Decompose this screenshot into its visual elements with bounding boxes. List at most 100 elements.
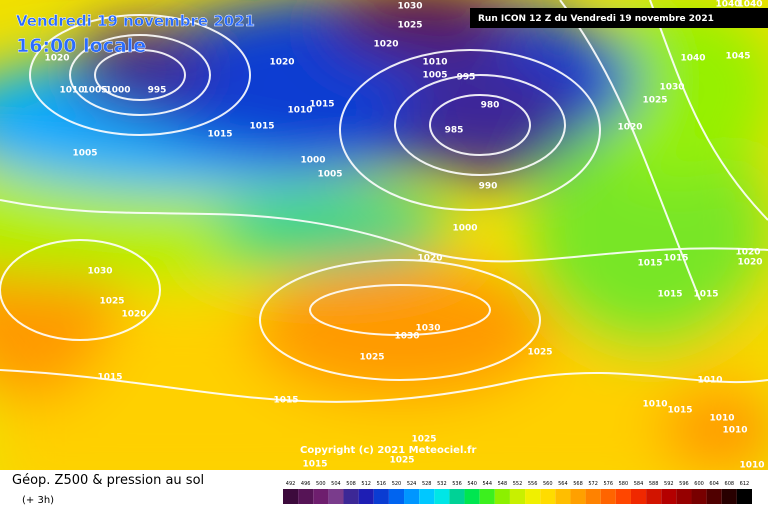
legend-swatch: [509, 489, 526, 504]
legend-label: 556: [528, 481, 538, 487]
legend-label: 504: [331, 481, 341, 487]
footer-title: Géop. Z500 & pression au sol: [12, 473, 204, 488]
legend-label: 496: [301, 481, 311, 487]
footer-step: (+ 3h): [22, 495, 54, 506]
isobar-label: 1000: [105, 86, 130, 96]
map-labels: 1020 1010 1005 1000 995 1020 1030 1025 1020 1010 1…: [44, 0, 764, 471]
isobar-label: 1020: [737, 258, 762, 268]
legend-swatch: [630, 489, 647, 504]
legend-label: 592: [664, 481, 674, 487]
isobar-label: 1005: [72, 149, 97, 159]
isobar-label: 1040: [737, 0, 762, 10]
date-label: Vendredi 19 novembre 2021: [16, 12, 255, 30]
isobar-label: 1005: [422, 71, 447, 81]
isobar-label: 980: [481, 101, 500, 111]
isobar-label: 990: [479, 182, 498, 192]
isobar-label: 1015: [207, 130, 232, 140]
isobar-label: 1020: [417, 254, 442, 264]
map-field: [0, 0, 768, 470]
isobar-label: 1030: [394, 332, 419, 342]
legend-label: 492: [286, 481, 296, 487]
legend-swatch: [585, 489, 601, 504]
isobar-label: 1030: [415, 324, 440, 334]
legend-label: 500: [316, 481, 326, 487]
legend-label: 544: [482, 481, 492, 487]
isobar-label: 1000: [452, 224, 477, 234]
legend-label: 612: [740, 481, 750, 487]
isobar-label: 1040: [680, 54, 705, 64]
isobar-label: 1020: [735, 248, 760, 258]
legend-swatch: [676, 489, 692, 504]
isobar-label: 1030: [397, 2, 422, 12]
legend-label: 540: [467, 481, 477, 487]
isobar-label: 1020: [269, 58, 294, 68]
isobar-label: 1010: [697, 376, 722, 386]
copyright: Copyright (c) 2021 Meteociel.fr: [300, 445, 477, 456]
isobar-label: 1045: [725, 52, 750, 62]
isobar-label: 1015: [309, 100, 334, 110]
legend-label: 508: [346, 481, 356, 487]
isobar-label: 1025: [359, 353, 384, 363]
legend-label: 512: [361, 481, 371, 487]
legend-label: 584: [634, 481, 644, 487]
legend-label: 580: [619, 481, 629, 487]
legend-swatch: [736, 489, 752, 504]
legend-label: 572: [588, 481, 598, 487]
isobar-label: 1025: [642, 96, 667, 106]
legend-swatch: [555, 489, 571, 504]
legend-swatch: [419, 489, 435, 504]
legend-swatch: [283, 489, 299, 504]
legend-swatch: [298, 489, 314, 504]
legend-label: 588: [649, 481, 659, 487]
legend-swatch: [313, 489, 329, 504]
isobar-label: 1015: [667, 406, 692, 416]
run-label: Run ICON 12 Z du Vendredi 19 novembre 20…: [478, 14, 714, 24]
isobar-label: 1015: [657, 290, 682, 300]
isobar-label: 1040: [715, 0, 740, 10]
isobar-label: 985: [445, 126, 464, 136]
legend-swatch: [706, 489, 722, 504]
legend-swatch: [661, 489, 677, 504]
legend-label: 516: [377, 481, 387, 487]
legend-swatch: [540, 489, 556, 504]
isobar-label: 1005: [317, 170, 342, 180]
legend-swatch: [721, 489, 737, 504]
isobar-label: 1010: [722, 426, 747, 436]
isobar-label: 1000: [300, 156, 325, 166]
legend-label: 552: [513, 481, 523, 487]
isobar-label: 1015: [663, 254, 688, 264]
isobar-label: 1015: [637, 259, 662, 269]
legend-swatch: [434, 489, 450, 504]
isobar-label: 995: [457, 73, 476, 83]
legend-label: 548: [498, 481, 508, 487]
legend-swatch: [570, 489, 586, 504]
legend: 492 496 500 504 508 512 516 520 524 528 532 536 540 5…: [283, 481, 752, 504]
isobar-label: 1030: [87, 267, 112, 277]
isobar-label: 1010: [59, 86, 84, 96]
legend-swatch: [479, 489, 495, 504]
legend-swatch: [449, 489, 465, 504]
legend-label: 536: [452, 481, 462, 487]
legend-label: 576: [604, 481, 614, 487]
isobar-label: 1015: [249, 122, 274, 132]
legend-label: 560: [543, 481, 553, 487]
time-label: 16:00 locale: [16, 35, 146, 57]
legend-swatch: [691, 489, 707, 504]
isobar-label: 1020: [121, 310, 146, 320]
legend-label: 528: [422, 481, 432, 487]
legend-label: 608: [725, 481, 735, 487]
legend-swatch: [525, 489, 541, 504]
legend-swatch: [404, 489, 420, 504]
legend-swatch: [328, 489, 344, 504]
legend-swatch: [373, 489, 389, 504]
isobar-label: 1010: [739, 461, 764, 471]
isobar-label: 1010: [422, 58, 447, 68]
run-box: [470, 8, 768, 28]
isobar-label: 1025: [397, 21, 422, 31]
legend-swatch: [464, 489, 480, 504]
legend-swatch: [615, 489, 631, 504]
isobar-label: 1020: [373, 40, 398, 50]
isobar-label: 1015: [302, 460, 327, 470]
isobar-label: 1015: [97, 373, 122, 383]
